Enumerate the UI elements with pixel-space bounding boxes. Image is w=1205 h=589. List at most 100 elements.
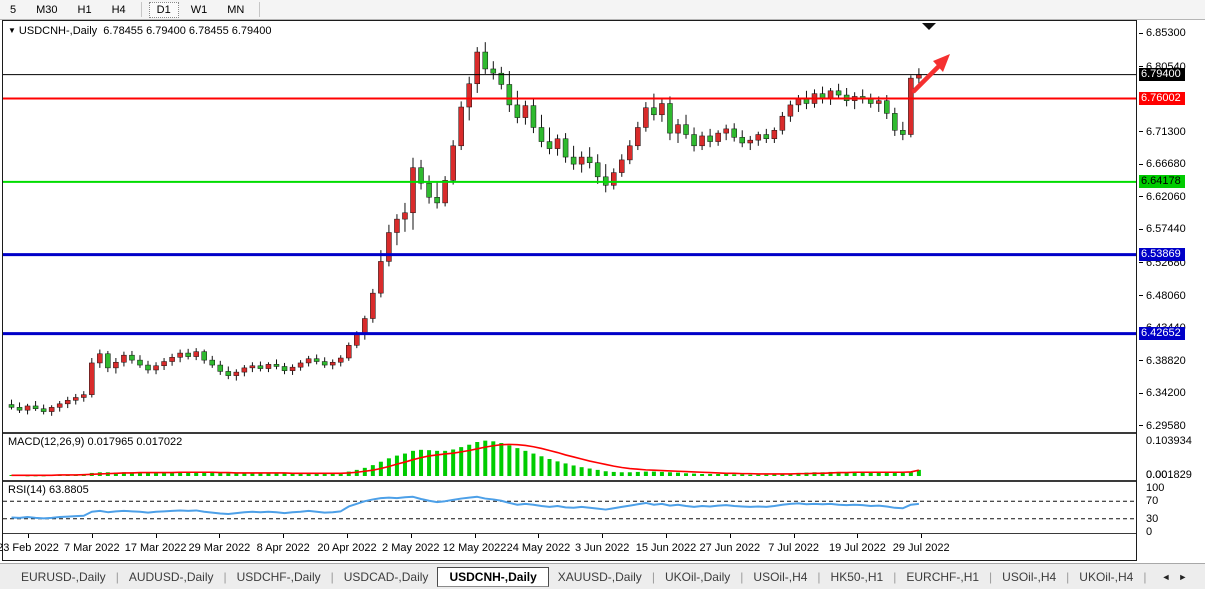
macd-histogram-bar <box>290 473 295 476</box>
candle <box>908 75 914 138</box>
candle <box>835 83 842 100</box>
chart-tab-audusd-daily[interactable]: AUDUSD-,Daily <box>128 569 214 584</box>
candle <box>418 159 424 190</box>
chart-tab-eurusd-daily[interactable]: EURUSD-,Daily <box>21 569 106 584</box>
price-chart-pane[interactable]: ▼ USDCNH-,Daily 6.78455 6.79400 6.78455 6… <box>3 21 1136 434</box>
candle <box>273 359 280 370</box>
candle <box>522 100 529 125</box>
timeframe-button-m30[interactable]: M30 <box>28 2 65 18</box>
chart-tab-ukoil-daily[interactable]: UKOil-,Daily <box>664 569 731 584</box>
candle <box>546 127 553 155</box>
timeframe-button-mn[interactable]: MN <box>219 2 252 18</box>
date-tick <box>410 534 412 538</box>
macd-histogram-bar <box>306 472 311 476</box>
candle <box>755 131 762 146</box>
price-tick-label: 6.29580 <box>1139 419 1186 432</box>
macd-histogram-bar <box>684 473 689 476</box>
chart-tab-hk50-h1[interactable]: HK50-,H1 <box>830 569 884 584</box>
candle <box>586 147 593 169</box>
chart-tab-xauusd-daily[interactable]: XAUUSD-,Daily <box>557 569 642 584</box>
date-tick <box>474 534 476 538</box>
rsi-line <box>11 495 919 520</box>
candle <box>16 402 23 413</box>
macd-histogram-bar <box>427 450 432 476</box>
rsi-canvas[interactable] <box>3 482 1136 533</box>
macd-histogram-bar <box>563 463 568 476</box>
price-axis[interactable]: 6.85300 6.80540 6.71300 6.66680 6.62060 6.574… <box>1139 20 1205 561</box>
macd-histogram-bar <box>836 471 841 476</box>
candle <box>458 101 464 151</box>
macd-histogram-bar <box>716 473 721 476</box>
timeframe-button-5[interactable]: 5 <box>2 2 24 18</box>
tab-separator: | <box>989 569 993 584</box>
tab-scroll-left-icon[interactable]: ◄ <box>1161 571 1171 582</box>
tick-dash <box>1139 392 1143 394</box>
date-axis[interactable]: 23 Feb 2022 7 Mar 2022 17 Mar 2022 29 Mar 2… <box>0 534 1136 560</box>
macd-histogram-bar <box>780 473 785 476</box>
rsi-axis-label-30: 30 <box>1146 512 1159 525</box>
macd-histogram-bar <box>788 473 793 476</box>
collapse-triangle-icon[interactable]: ▼ <box>8 26 16 35</box>
candle <box>675 119 681 143</box>
rsi-indicator-pane[interactable]: RSI(14) 63.8805 <box>3 482 1136 534</box>
candle <box>900 121 906 141</box>
macd-canvas[interactable] <box>3 434 1136 480</box>
candle <box>201 349 207 364</box>
candle <box>72 393 79 405</box>
tab-separator: | <box>651 569 655 584</box>
timeframe-button-h4[interactable]: H4 <box>104 2 134 18</box>
date-label: 8 Apr 2022 <box>256 542 310 554</box>
down-triangle-marker[interactable] <box>922 23 936 30</box>
toolbar-separator <box>140 2 142 17</box>
chart-tab-usoil-h4[interactable]: USOil-,H4 <box>1002 569 1057 584</box>
timeframe-button-w1[interactable]: W1 <box>183 2 216 18</box>
macd-histogram-bar <box>137 472 142 476</box>
chart-tab-eurchf-h1[interactable]: EURCHF-,H1 <box>906 569 980 584</box>
price-tick-label: 6.57440 <box>1139 223 1186 236</box>
macd-histogram-bar <box>844 472 849 476</box>
candlestick-canvas[interactable] <box>3 21 1136 432</box>
chart-tab-usdcad-daily[interactable]: USDCAD-,Daily <box>343 569 429 584</box>
date-label: 24 May 2022 <box>506 542 571 554</box>
tab-separator: | <box>1066 569 1070 584</box>
price-tick-label: 6.71300 <box>1139 125 1186 138</box>
date-label: 23 Feb 2022 <box>0 542 59 554</box>
candle <box>89 358 95 398</box>
timeframe-button-d1[interactable]: D1 <box>148 1 179 18</box>
macd-indicator-pane[interactable]: MACD(12,26,9) 0.017965 0.017022 <box>3 434 1136 482</box>
tab-scroll-right-icon[interactable]: ► <box>1178 571 1188 582</box>
date-tick <box>28 534 29 538</box>
macd-histogram-bar <box>515 448 520 476</box>
candle <box>177 349 183 363</box>
date-label: 17 Mar 2022 <box>124 542 187 554</box>
date-label: 7 Mar 2022 <box>63 542 120 554</box>
chart-tab-ukoil-h4[interactable]: UKOil-,H4 <box>1079 569 1134 584</box>
macd-histogram-bar <box>162 472 167 476</box>
price-tick-label: 6.34200 <box>1139 387 1186 400</box>
macd-histogram-bar <box>274 472 279 476</box>
chart-tab-usoil-h4[interactable]: USOil-,H4 <box>753 569 808 584</box>
macd-histogram-bar <box>154 472 159 476</box>
candle <box>153 362 159 375</box>
macd-histogram-bar <box>884 472 889 476</box>
date-label: 29 Mar 2022 <box>188 542 251 554</box>
candle <box>233 369 240 381</box>
up-arrow-annotation[interactable] <box>911 54 950 94</box>
tick-dash <box>1139 163 1143 165</box>
date-label: 7 Jul 2022 <box>768 542 819 554</box>
macd-histogram-bar <box>402 453 407 476</box>
tab-scroll-controls: ◄ ► <box>1161 572 1187 582</box>
tick-dash <box>1139 196 1143 198</box>
timeframe-button-h1[interactable]: H1 <box>70 2 100 18</box>
chart-tab-usdchf-daily[interactable]: USDCHF-,Daily <box>236 569 321 584</box>
date-label: 15 Jun 2022 <box>635 542 697 554</box>
macd-histogram-bar <box>796 472 801 476</box>
candle <box>193 348 199 361</box>
candle <box>819 86 826 104</box>
date-tick <box>602 534 604 538</box>
tab-separator: | <box>330 569 334 584</box>
candle <box>787 100 794 122</box>
chart-tab-usdcnh-daily[interactable]: USDCNH-,Daily <box>437 566 549 587</box>
macd-histogram-bar <box>411 450 415 476</box>
candle <box>715 130 721 146</box>
